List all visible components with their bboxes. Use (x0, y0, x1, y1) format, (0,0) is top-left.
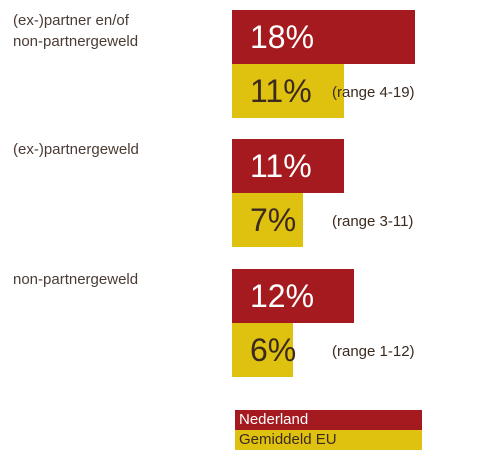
data-label-nederland: 18% (250, 19, 315, 55)
data-label-nederland: 12% (250, 278, 315, 314)
bar-gemiddeld-eu (232, 193, 303, 247)
range-annotation: (range 1-12) (332, 343, 415, 360)
category-label: non-partnergeweld (13, 271, 139, 288)
bar-nederland (232, 10, 415, 64)
bar-gemiddeld-eu (232, 323, 293, 377)
legend-item-gemiddeld-eu: Gemiddeld EU (235, 430, 422, 450)
data-label-nederland: 11% (250, 148, 312, 184)
bar-gemiddeld-eu (232, 64, 344, 118)
legend: Nederland Gemiddeld EU (235, 410, 422, 450)
range-annotation: (range 3-11) (332, 213, 414, 230)
data-label-gemiddeld-eu: 7% (250, 202, 297, 238)
category-label: (ex-)partnergeweld (13, 141, 139, 158)
data-label-gemiddeld-eu: 11% (250, 73, 312, 109)
bar-nederland (232, 269, 354, 323)
category-label: (ex-)partner en/of non-partnergeweld (13, 12, 139, 50)
bar-nederland (232, 139, 344, 193)
legend-item-nederland: Nederland (235, 410, 422, 430)
data-label-gemiddeld-eu: 6% (250, 332, 297, 368)
range-annotation: (range 4-19) (332, 84, 415, 101)
